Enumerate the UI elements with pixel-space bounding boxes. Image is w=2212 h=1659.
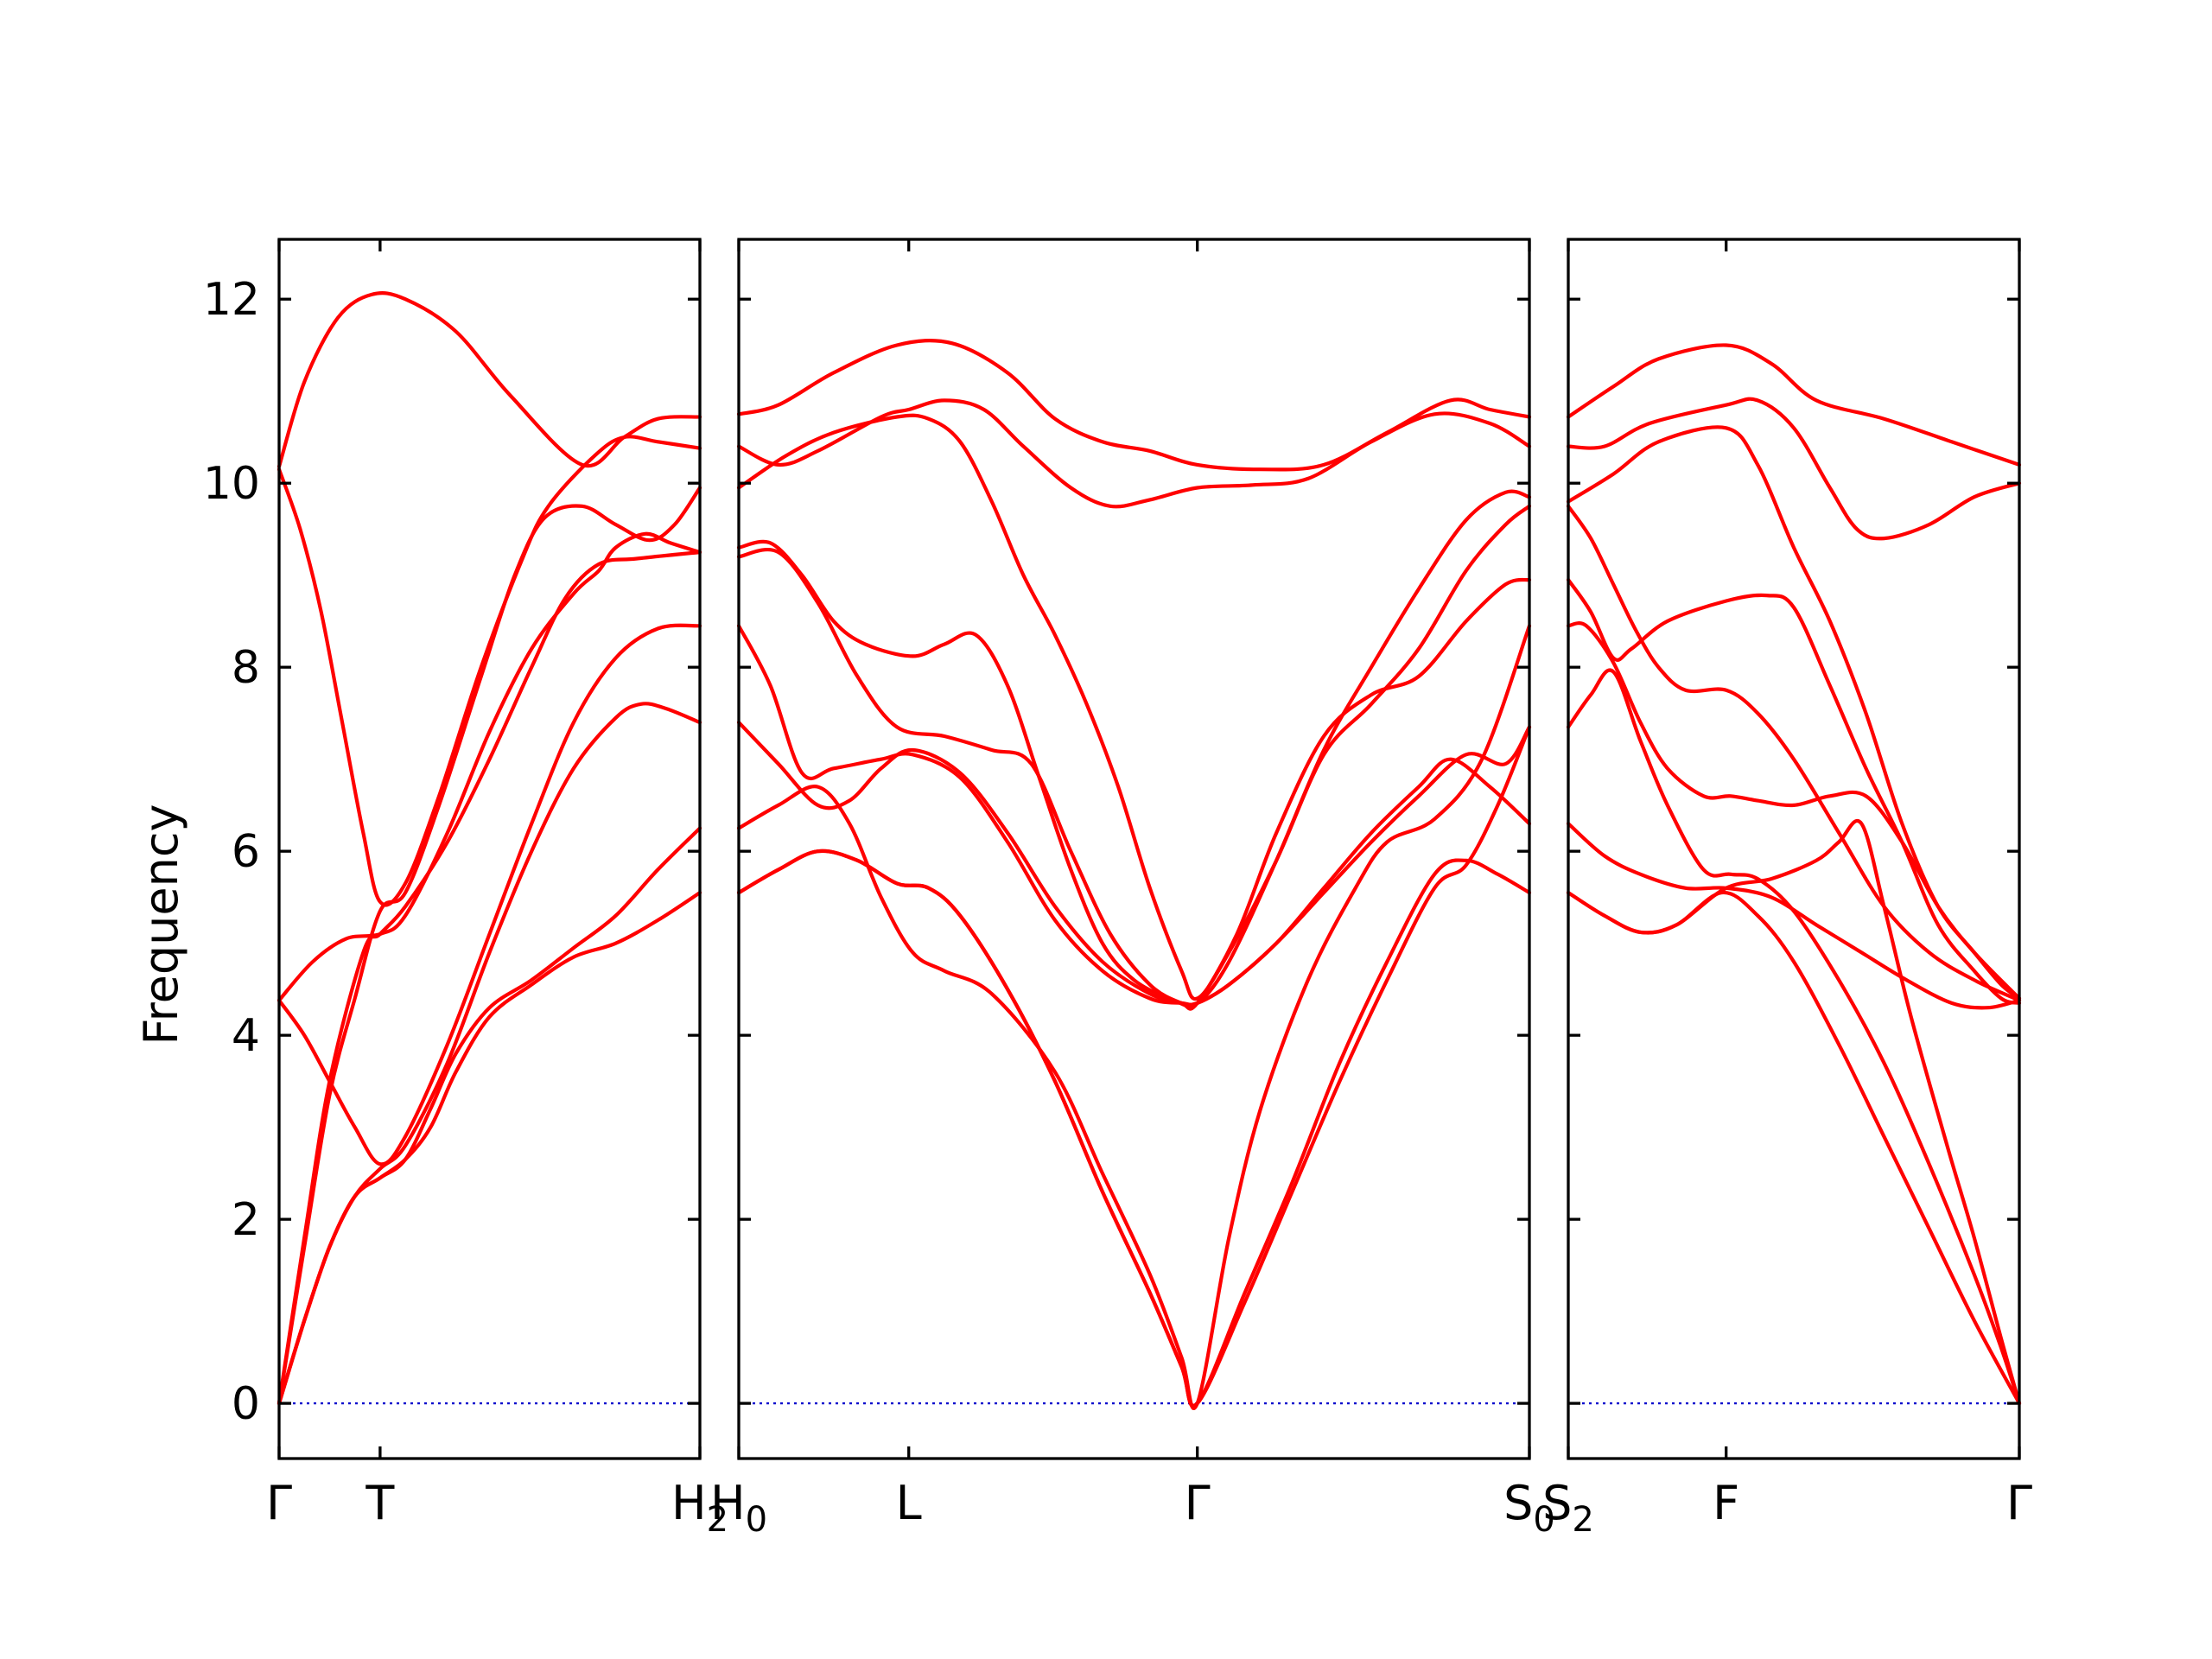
phonon-bands [276,291,702,1406]
x-tick-label: Γ [1185,1476,1211,1530]
phonon-bands [736,339,1532,1411]
phonon-band-line [1566,504,2022,1002]
y-tick-label: 2 [232,1194,260,1246]
panel-frame [737,238,1531,1460]
phonon-band-line [276,623,702,1166]
x-tick-label: Γ [2006,1476,2032,1530]
y-tick-labels: 0 2 4 6 8 10 12 [203,274,260,1430]
panel-frame [1567,238,2021,1460]
phonon-band-line [1566,343,2022,467]
phonon-band-line [1566,577,2022,1005]
phonon-band-line [736,547,1532,1011]
x-tick-label: T [365,1476,395,1530]
phonon-band-line [736,339,1532,472]
phonon-band-line [736,413,1532,1001]
panel-frame [277,238,702,1460]
phonon-band-line [1566,822,2022,1010]
x-tick-label: H2 [671,1476,728,1540]
phonon-bands [1566,343,2022,1406]
x-tick-label: S0 [1503,1476,1555,1540]
phonon-band-line [276,531,702,1002]
y-tick-label: 12 [203,274,260,326]
y-tick-label: 4 [232,1010,260,1062]
phonon-band-line [736,624,1532,1411]
x-tick-label: S2 [1542,1476,1594,1540]
panel-s2-f-gamma: S2 F Γ [1542,238,2032,1540]
x-tick-label: H0 [710,1476,767,1540]
phonon-band-line [736,489,1532,1008]
y-tick-label: 0 [232,1378,260,1430]
phonon-band-line [276,486,702,1406]
panel-gamma-t-h2: Γ T H2 [266,238,728,1540]
x-tick-label: F [1713,1476,1739,1530]
phonon-band-line [1566,668,2022,1406]
phonon-band-line [736,721,1532,1007]
phonon-band-line [736,624,1532,1007]
phonon-band-line [276,891,702,1406]
phonon-band-line [276,435,702,907]
phonon-band-line [1566,621,2022,1001]
phonon-band-line [276,550,702,1406]
phonon-band-line [1566,890,2022,1406]
phonon-band-line [1566,397,2022,541]
x-tick-label: L [896,1476,922,1530]
x-tick-label: Γ [266,1476,292,1530]
y-tick-label: 10 [203,458,260,510]
phonon-band-line [736,725,1532,1408]
y-axis-label: Frequency [134,804,188,1046]
panel-h0-l-gamma-s0: H0 L Γ S0 [710,238,1555,1540]
y-tick-label: 8 [232,642,260,694]
y-tick-label: 6 [232,826,260,878]
